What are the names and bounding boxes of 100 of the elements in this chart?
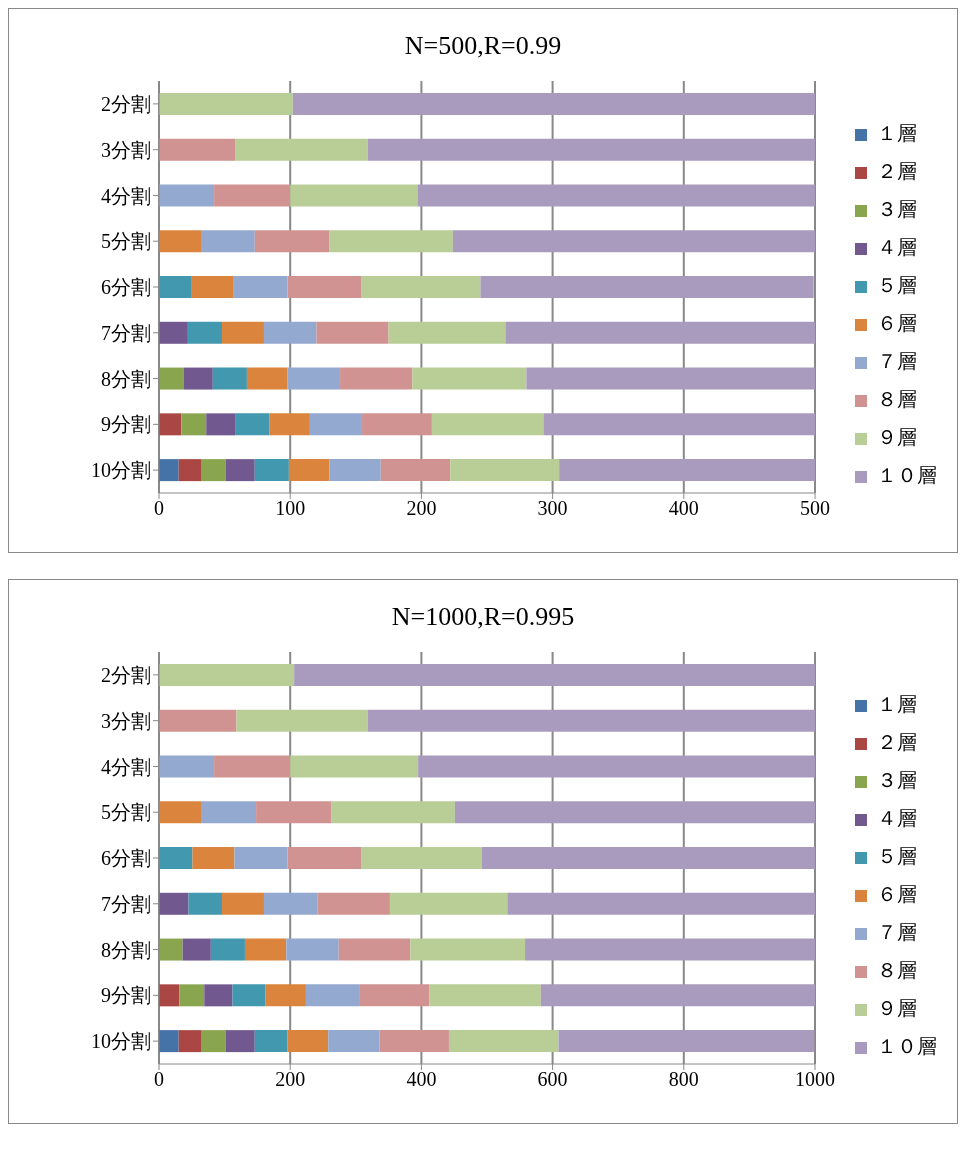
legend-label: １層 [877,693,917,715]
y-tick-label: 8分割 [101,938,151,961]
bar [178,459,201,482]
bar [429,984,541,1007]
y-tick-label: 3分割 [101,709,151,732]
bar [159,321,188,344]
legend-label: １０層 [877,464,937,486]
y-tick-label: 6分割 [101,847,151,870]
legend-label: １層 [877,122,917,144]
bar [263,892,318,915]
chart-title: N=500,R=0.99 [403,30,563,62]
bar [431,413,544,436]
y-tick-label: 10分割 [91,459,151,482]
legend-label: ８層 [877,388,917,410]
bar [254,230,330,253]
y-tick-label: 4分割 [101,184,151,207]
bar [507,892,815,915]
bar [159,184,215,207]
x-tick-label: 800 [668,1068,699,1091]
legend-label: ５層 [877,274,917,296]
bar [159,801,201,824]
bar [244,938,287,961]
bar [159,1030,179,1053]
y-tick-label: 9分割 [101,413,151,436]
x-tick-label: 500 [800,497,830,520]
bar [558,1030,815,1053]
bar [246,367,288,390]
bar [526,367,815,390]
x-tick-label: 600 [537,1068,568,1091]
legend-label: ７層 [877,350,917,372]
legend-label: ６層 [877,883,917,905]
bar [480,276,814,299]
legend-label: ４層 [877,807,917,829]
bar [159,663,295,686]
bar [254,1030,288,1053]
bar [448,1030,559,1053]
bar [210,938,245,961]
bar [309,413,362,436]
x-tick-label: 100 [275,497,306,520]
legend-label: ９層 [877,997,917,1019]
bar [191,276,234,299]
legend-label: ２層 [877,731,917,753]
bar [236,709,368,732]
bar [159,847,193,870]
y-tick-label: 7分割 [101,321,151,344]
bar [379,1030,449,1053]
bar [290,184,418,207]
bar [452,230,815,253]
bar [159,138,236,161]
legend-label: ８層 [877,959,917,981]
bar [417,184,815,207]
legend-label: １０層 [877,1035,937,1057]
bar [450,459,560,482]
bar [329,459,381,482]
bar [178,1030,201,1053]
bar [179,984,205,1007]
bar [265,984,306,1007]
bar [340,367,413,390]
bar [233,276,288,299]
bar [269,413,310,436]
bar [200,459,226,482]
bar [214,184,291,207]
chart-title: N=1000,R=0.995 [390,601,576,633]
bar [367,709,815,732]
bar [212,367,247,390]
bar [287,367,341,390]
y-tick-label: 2分割 [101,92,151,115]
y-tick-label: 5分割 [101,230,151,253]
bar [389,892,508,915]
x-tick-label: 400 [406,1068,437,1091]
x-tick-label: 400 [668,497,699,520]
y-tick-label: 5分割 [101,801,151,824]
bar [287,276,362,299]
y-tick-label: 8分割 [101,367,151,390]
y-tick-label: 2分割 [101,663,151,686]
bar [361,413,432,436]
bar [388,321,506,344]
bar [187,321,222,344]
bar [235,138,368,161]
legend-label: ３層 [877,198,917,220]
bar [159,367,184,390]
bar [287,1030,329,1053]
bar [286,938,339,961]
bar [361,847,482,870]
bar [338,938,411,961]
bar [292,92,815,115]
bar [204,984,233,1007]
bar [481,847,815,870]
legend-label: ９層 [877,426,917,448]
bar [359,984,430,1007]
bar [159,892,189,915]
bar [234,847,288,870]
bar [159,413,182,436]
bar [288,459,330,482]
x-tick-label: 200 [275,1068,306,1091]
bar [214,755,291,778]
bar [181,413,207,436]
x-tick-label: 0 [154,497,164,520]
y-tick-label: 7分割 [101,892,151,915]
bar [192,847,235,870]
